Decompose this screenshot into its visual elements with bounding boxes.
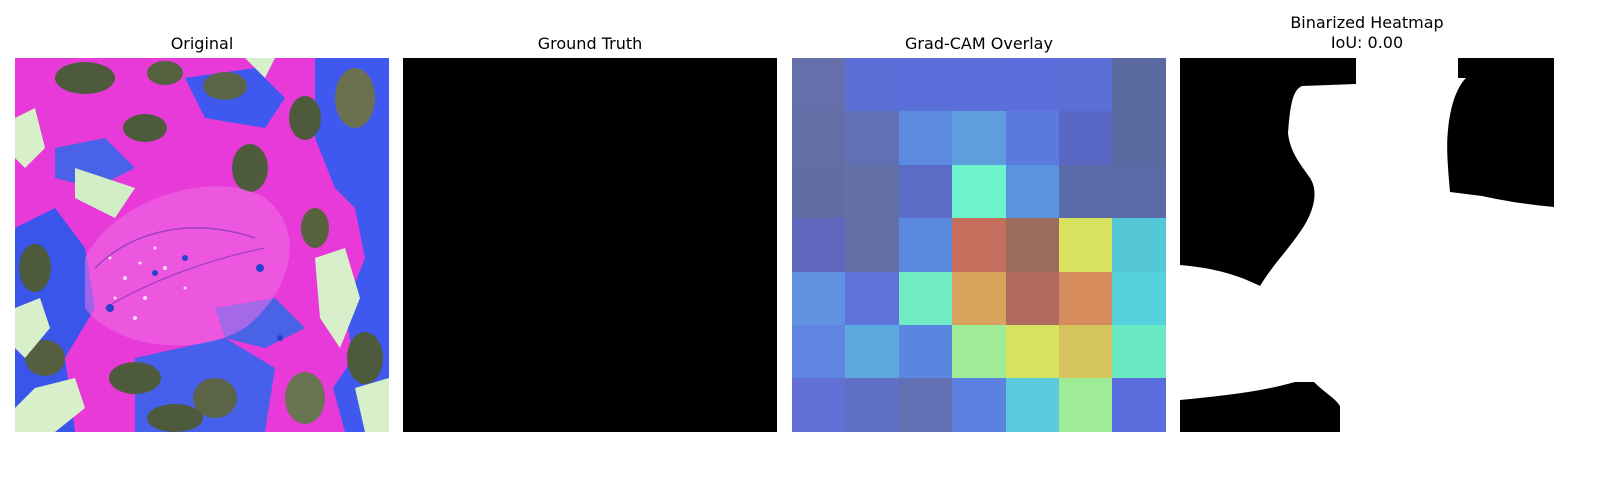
gradcam-cell xyxy=(1112,378,1166,432)
original-image-panel xyxy=(15,58,389,432)
binarized-heatmap-panel xyxy=(1180,58,1554,432)
gradcam-cell xyxy=(1006,165,1059,218)
gradcam-cell xyxy=(792,272,845,325)
gradcam-cell xyxy=(952,111,1006,165)
ground-truth-mask xyxy=(403,58,777,432)
gradcam-cell xyxy=(1006,325,1059,378)
gradcam-cell xyxy=(899,218,952,272)
iou-score-label: IoU: 0.00 xyxy=(1330,33,1404,52)
gradcam-cell xyxy=(1059,325,1112,378)
gradcam-cell xyxy=(845,272,899,325)
gradcam-cell xyxy=(1006,272,1059,325)
original-title: Original xyxy=(170,34,234,53)
gradcam-heatmap-grid xyxy=(792,58,1166,432)
gradcam-cell xyxy=(899,165,952,218)
gradcam-cell xyxy=(1006,58,1059,111)
gradcam-cell xyxy=(845,378,899,432)
gradcam-cell xyxy=(1112,325,1166,378)
gradcam-cell xyxy=(1112,58,1166,111)
gradcam-cell xyxy=(845,165,899,218)
gradcam-cell xyxy=(792,58,845,111)
gradcam-cell xyxy=(1006,218,1059,272)
gradcam-cell xyxy=(899,111,952,165)
gradcam-cell xyxy=(792,165,845,218)
gradcam-overlay-title: Grad-CAM Overlay xyxy=(905,34,1053,53)
gradcam-cell xyxy=(1112,218,1166,272)
gradcam-cell xyxy=(1006,111,1059,165)
gradcam-cell xyxy=(952,165,1006,218)
gradcam-cell xyxy=(1059,272,1112,325)
gradcam-cell xyxy=(1059,58,1112,111)
gradcam-cell xyxy=(1059,111,1112,165)
gradcam-cell xyxy=(792,218,845,272)
gradcam-cell xyxy=(952,272,1006,325)
gradcam-cell xyxy=(899,58,952,111)
binarized-heatmap-title-line: Binarized Heatmap xyxy=(1290,13,1444,32)
original-image xyxy=(15,58,389,432)
ground-truth-panel xyxy=(403,58,777,432)
binarized-heatmap-title: Binarized Heatmap IoU: 0.00 xyxy=(1180,13,1554,53)
gradcam-cell xyxy=(899,378,952,432)
gradcam-cell xyxy=(792,111,845,165)
gradcam-cell xyxy=(1112,165,1166,218)
gradcam-cell xyxy=(792,378,845,432)
gradcam-cell xyxy=(1059,378,1112,432)
gradcam-cell xyxy=(845,111,899,165)
gradcam-cell xyxy=(1112,111,1166,165)
gradcam-cell xyxy=(899,272,952,325)
gradcam-cell xyxy=(1059,218,1112,272)
gradcam-cell xyxy=(899,325,952,378)
gradcam-cell xyxy=(952,378,1006,432)
gradcam-cell xyxy=(952,218,1006,272)
gradcam-cell xyxy=(845,58,899,111)
gradcam-overlay-panel xyxy=(792,58,1166,432)
ground-truth-title: Ground Truth xyxy=(537,34,643,53)
gradcam-cell xyxy=(845,325,899,378)
binarized-heatmap-mask xyxy=(1180,58,1554,432)
gradcam-cell xyxy=(952,325,1006,378)
gradcam-cell xyxy=(792,325,845,378)
gradcam-cell xyxy=(845,218,899,272)
gradcam-cell xyxy=(1006,378,1059,432)
gradcam-cell xyxy=(1059,165,1112,218)
gradcam-cell xyxy=(1112,272,1166,325)
gradcam-cell xyxy=(952,58,1006,111)
